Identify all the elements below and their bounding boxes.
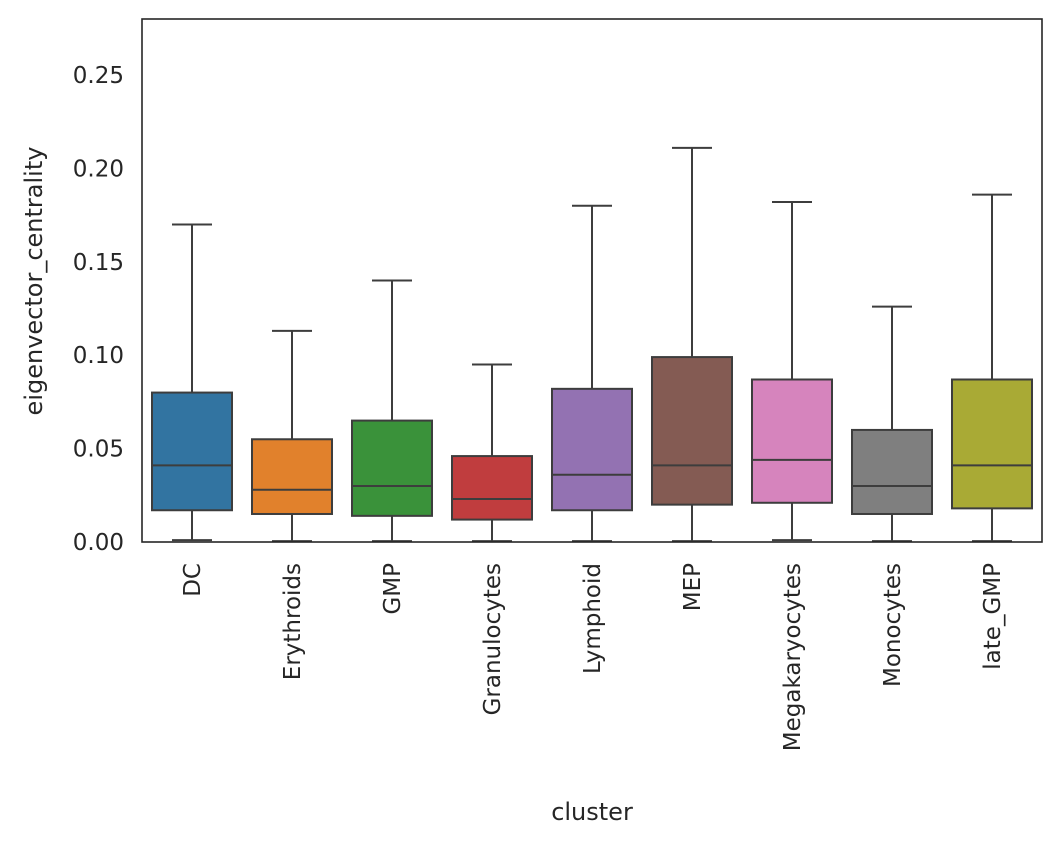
y-tick-label: 0.05: [73, 437, 124, 463]
y-axis-label: eigenvector_centrality: [20, 147, 48, 416]
iqr-box: [251, 438, 333, 515]
y-tick-label: 0.00: [73, 530, 124, 556]
iqr-box: [151, 391, 233, 512]
y-tick-label: 0.15: [73, 250, 124, 276]
iqr-box: [851, 428, 933, 515]
box-1: [151, 223, 233, 542]
box-2: [251, 329, 333, 543]
box-4: [451, 363, 533, 543]
iqr-box: [651, 356, 733, 506]
box-6: [651, 146, 733, 543]
box-8: [851, 305, 933, 543]
box-7: [751, 201, 833, 542]
y-tick-label: 0.25: [73, 63, 124, 89]
iqr-box: [451, 455, 533, 521]
x-tick-label: Erythroids: [280, 563, 306, 680]
y-tick-label: 0.10: [73, 343, 124, 369]
box-3: [351, 279, 433, 543]
x-tick-label: Megakaryocytes: [780, 563, 806, 751]
iqr-box: [751, 378, 833, 504]
x-tick-labels: DC Erythroids GMP Granulocytes Lymphoid MEP Me…: [180, 563, 1006, 751]
boxes-layer: [151, 146, 1033, 543]
box-5: [551, 204, 633, 543]
y-tick-labels: 0.00 0.05 0.10 0.15 0.20 0.25: [73, 63, 124, 556]
x-axis-label: cluster: [551, 798, 633, 826]
x-tick-label: MEP: [680, 563, 706, 611]
x-tick-label: late_GMP: [980, 563, 1006, 670]
x-tick-label: Granulocytes: [480, 563, 506, 715]
x-tick-label: GMP: [380, 563, 406, 615]
y-tick-label: 0.20: [73, 156, 124, 182]
iqr-box: [951, 378, 1033, 510]
x-tick-label: Lymphoid: [580, 563, 606, 674]
iqr-box: [551, 387, 633, 512]
box-9: [951, 193, 1033, 543]
x-tick-label: DC: [180, 563, 206, 597]
x-tick-label: Monocytes: [880, 563, 906, 687]
iqr-box: [351, 419, 433, 517]
plot-frame: [141, 18, 1043, 543]
